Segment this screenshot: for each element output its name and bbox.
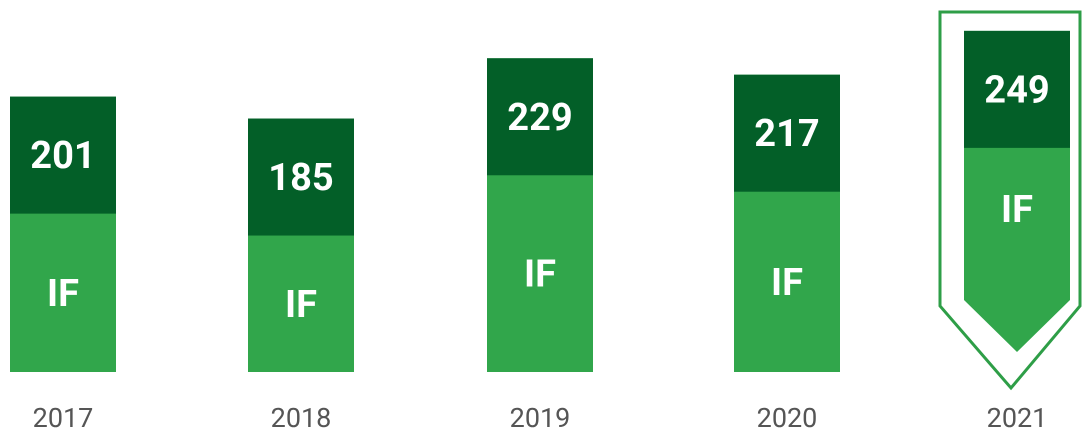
segment-label: IF — [524, 253, 556, 297]
value-label: 201 — [30, 134, 95, 178]
bar-top — [487, 58, 593, 176]
segment-label: IF — [285, 283, 317, 327]
x-tick-label: 2018 — [271, 402, 332, 434]
value-label: 229 — [507, 96, 572, 140]
segment-label: IF — [771, 261, 803, 305]
segment-label: IF — [1001, 188, 1033, 232]
bar-top — [734, 74, 840, 192]
segment-label: IF — [47, 272, 79, 316]
x-tick-label: 2020 — [757, 402, 818, 434]
x-tick-label: 2021 — [987, 402, 1048, 434]
value-label: 185 — [268, 156, 333, 200]
value-label: 217 — [754, 112, 819, 156]
bar-top — [964, 30, 1070, 148]
x-tick-label: 2017 — [33, 402, 94, 434]
bar-top — [10, 96, 116, 214]
value-label: 249 — [984, 68, 1049, 112]
highlight-outline — [938, 10, 1082, 391]
x-tick-label: 2019 — [510, 402, 571, 434]
bar-top — [248, 118, 354, 236]
